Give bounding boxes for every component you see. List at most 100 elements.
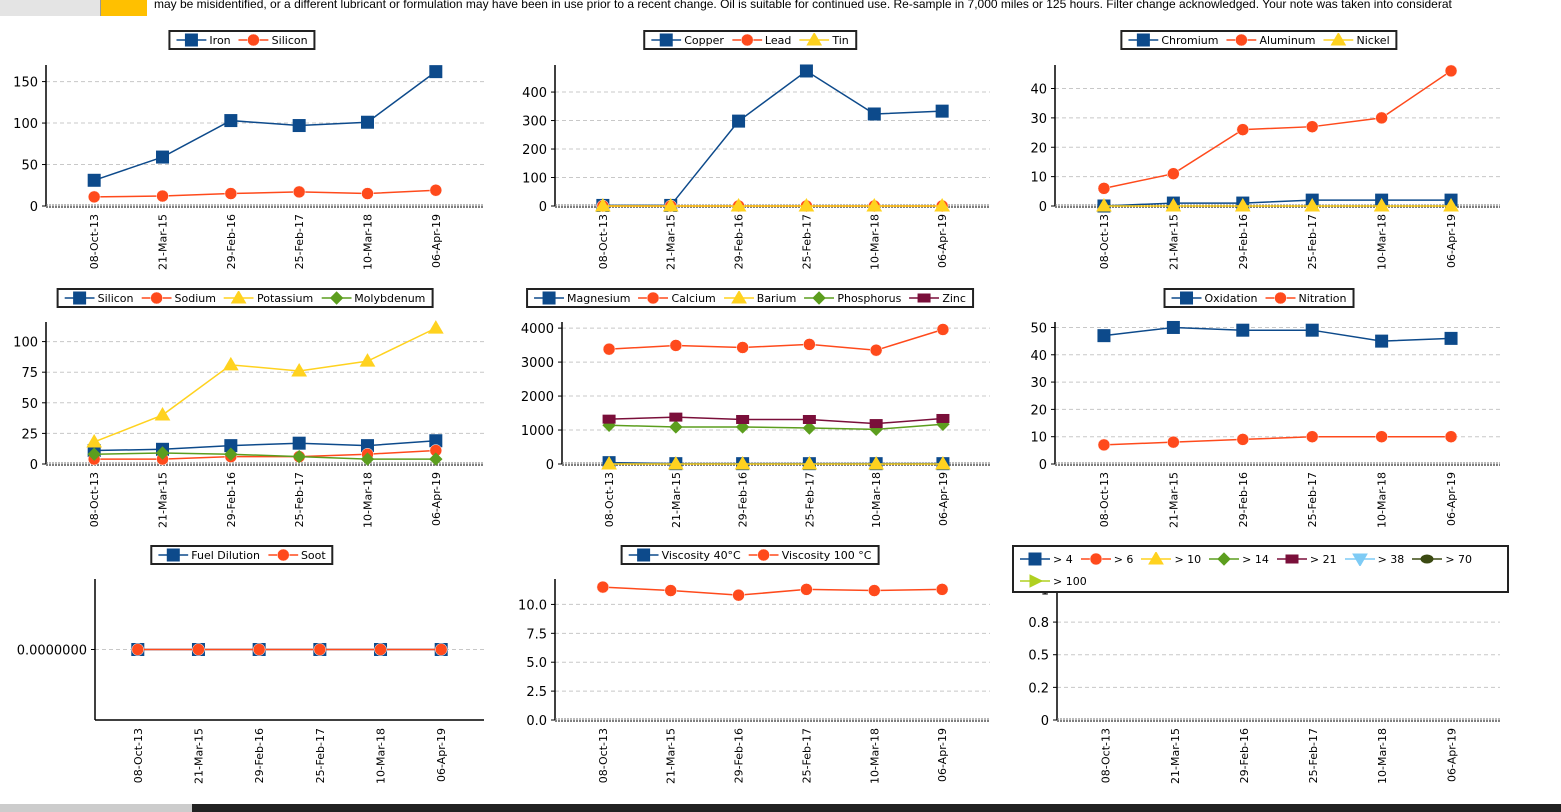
legend-marker [1323, 33, 1354, 46]
marker [1180, 291, 1194, 305]
marker [601, 456, 617, 470]
marker [868, 584, 881, 597]
legend-marker [1141, 552, 1172, 565]
legend-item: Zinc [909, 288, 966, 308]
marker [1444, 430, 1458, 443]
legend: Iron Silicon [168, 30, 316, 50]
x-tick-label: 08-Oct-13 [603, 472, 616, 527]
series-line [1103, 435, 1452, 446]
y-tick-label: 100 [13, 336, 38, 351]
marker [602, 342, 616, 356]
x-tick-label: 08-Oct-13 [1098, 214, 1111, 269]
x-tick-label: 06-Apr-19 [1445, 728, 1458, 782]
series-line [93, 71, 437, 181]
legend-marker [1265, 291, 1296, 305]
legend-marker [267, 548, 298, 562]
marker [869, 343, 883, 357]
marker [935, 583, 949, 596]
legend-marker [723, 291, 754, 304]
series-line [1103, 326, 1452, 342]
legend-marker [321, 291, 352, 305]
legend-label: Magnesium [567, 291, 631, 305]
series-line [602, 586, 943, 596]
legend-label: > 21 [1309, 552, 1337, 566]
x-tick-label: 25-Feb-17 [1307, 728, 1320, 783]
x-tick-label: 21-Mar-15 [1167, 472, 1180, 528]
marker [542, 291, 556, 305]
line-chart: 0 1000 2000 3000 4000 08-Oct-13 21-Mar-15 29-Fe… [521, 322, 990, 528]
legend: Copper Lead Tin [643, 30, 857, 50]
legend-marker [141, 291, 172, 305]
legend-marker [748, 548, 779, 562]
marker [1097, 182, 1111, 195]
series-line [94, 449, 436, 460]
marker [802, 414, 816, 424]
legend: Chromium Aluminum Nickel [1120, 30, 1398, 50]
marker [934, 198, 951, 212]
footer [192, 804, 1561, 812]
y-tick-label: 75 [21, 366, 38, 381]
x-tick-label: 06-Apr-19 [435, 728, 448, 782]
marker [935, 104, 949, 118]
y-tick-label: 5.0 [526, 656, 547, 671]
marker [359, 353, 376, 367]
marker [935, 456, 951, 470]
y-tick-label: 100 [13, 117, 38, 132]
legend-label: Viscosity 40°C [661, 548, 741, 562]
y-tick-label: 0 [1039, 200, 1047, 215]
marker [73, 291, 87, 305]
marker [936, 323, 950, 336]
x-tick-label: 25-Feb-17 [1306, 214, 1319, 269]
marker [740, 33, 754, 47]
marker [292, 436, 306, 450]
legend-item: Magnesium [534, 288, 630, 308]
y-tick-label: 40 [1030, 349, 1047, 364]
marker [292, 119, 306, 133]
legend-item: Aluminum [1226, 30, 1315, 50]
legend-item: > 10 [1141, 549, 1201, 569]
y-tick-label: 30 [1030, 376, 1047, 391]
x-tick-label: 10-Mar-18 [361, 472, 374, 528]
marker [87, 447, 101, 461]
marker [1236, 323, 1250, 337]
legend-marker [909, 293, 940, 303]
legend-marker [176, 33, 207, 47]
legend-label: Lead [764, 33, 792, 47]
marker [1274, 291, 1287, 305]
marker [1097, 329, 1111, 343]
legend-label: Silicon [97, 291, 134, 305]
x-tick-label: 29-Feb-16 [737, 472, 750, 527]
x-tick-label: 29-Feb-16 [733, 728, 746, 783]
y-tick-label: 0 [539, 200, 547, 215]
line-chart: 0 50 100 150 08-Oct-13 21-Mar-15 29-Feb-16 25-F… [13, 65, 484, 270]
marker [1375, 111, 1388, 125]
series-line [94, 452, 436, 460]
y-tick-label: 40 [1030, 83, 1047, 98]
marker [1373, 198, 1390, 212]
x-tick-label: 29-Feb-16 [733, 214, 746, 269]
marker [917, 293, 931, 303]
x-tick-label: 08-Oct-13 [88, 472, 101, 527]
marker [374, 643, 387, 656]
series-line [94, 189, 436, 198]
marker [1420, 554, 1434, 564]
x-tick-label: 25-Feb-17 [803, 472, 816, 527]
marker [276, 548, 290, 562]
marker [662, 198, 679, 212]
legend-marker [799, 33, 830, 46]
legend-marker [1020, 574, 1050, 588]
legend-marker [534, 291, 565, 305]
x-tick-label: 08-Oct-13 [132, 728, 145, 783]
legend: Fuel Dilution Soot [150, 545, 334, 565]
marker [867, 107, 881, 121]
legend-label: > 100 [1053, 574, 1087, 588]
marker [150, 291, 163, 305]
legend-label: Zinc [942, 291, 966, 305]
marker [1305, 323, 1319, 337]
legend-item: > 100 [1020, 571, 1087, 591]
marker [730, 198, 747, 212]
marker [292, 449, 306, 464]
marker [1305, 120, 1319, 133]
